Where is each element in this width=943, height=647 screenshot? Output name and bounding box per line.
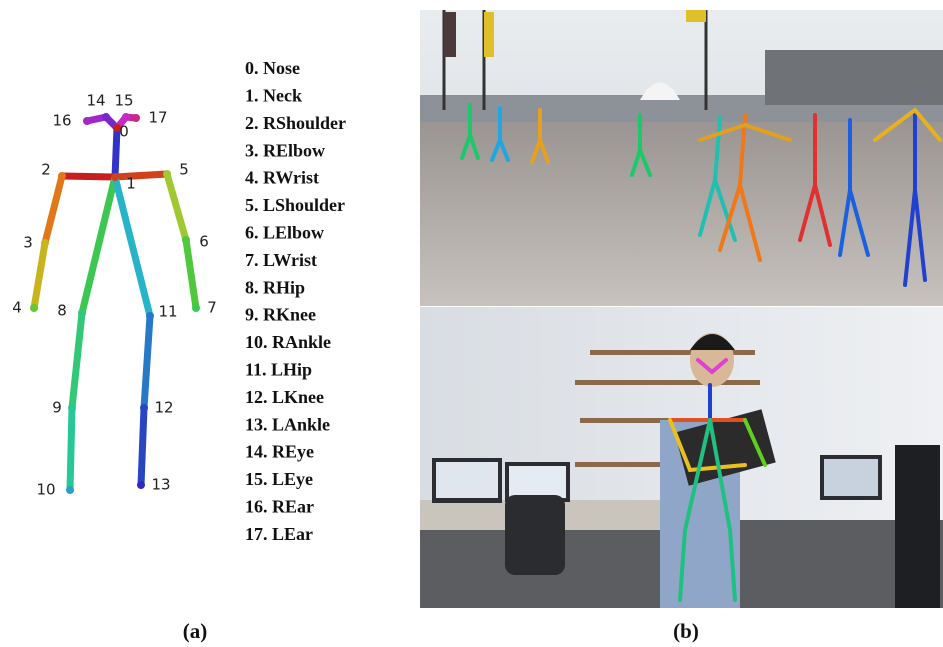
keypoint (111, 173, 119, 181)
keypoint-number: 6 (199, 233, 209, 251)
keypoint (102, 113, 110, 121)
keypoint-number: 11 (158, 303, 177, 321)
keypoint-number: 8 (57, 302, 67, 320)
keypoint-name: 6. LElbow (245, 223, 324, 243)
keypoint-name: 0. Nose (245, 58, 300, 78)
keypoint-number: 15 (114, 92, 133, 110)
limb (115, 128, 117, 177)
keypoint (66, 486, 74, 494)
caption: (b) (673, 619, 699, 643)
keypoint-number: 1 (126, 175, 136, 193)
keypoint-number: 9 (52, 399, 62, 417)
keypoint-number: 14 (86, 92, 105, 110)
limb (72, 313, 82, 408)
keypoint-number: 2 (41, 161, 51, 179)
keypoint-list: 0. Nose 1. Neck 2. RShoulder 3. RElbow 4. RW… (245, 58, 346, 544)
keypoint-name: 2. RShoulder (245, 113, 346, 133)
keypoint (68, 404, 76, 412)
limb (115, 177, 150, 316)
keypoint-name: 16. REar (245, 497, 314, 517)
keypoint-name: 11. LHip (245, 360, 312, 380)
keypoint-number: 7 (207, 299, 217, 317)
keypoint-number: 17 (148, 109, 167, 127)
keypoint (58, 172, 66, 180)
keypoint-name: 1. Neck (245, 86, 302, 106)
limb (115, 174, 167, 177)
caption: (a) (183, 619, 208, 643)
keypoint-number: 0 (119, 123, 129, 141)
keypoint-name: 13. LAnkle (245, 414, 330, 434)
keypoint (83, 117, 91, 125)
keypoint (146, 312, 154, 320)
keypoint-name: 15. LEye (245, 469, 313, 489)
limb (62, 176, 115, 177)
photo-crowd (420, 10, 943, 306)
keypoint-name: 3. RElbow (245, 140, 325, 160)
keypoint (122, 113, 130, 121)
keypoint-name: 9. RKnee (245, 305, 316, 325)
keypoint (182, 236, 190, 244)
keypoint-name: 12. LKnee (245, 387, 324, 407)
keypoint (192, 304, 200, 312)
keypoint-number: 5 (179, 161, 189, 179)
keypoint-number: 10 (36, 481, 55, 499)
keypoint-name: 4. RWrist (245, 168, 319, 188)
keypoint (140, 404, 148, 412)
keypoint-number: 4 (12, 299, 22, 317)
limb (144, 316, 150, 408)
keypoint-name: 14. REye (245, 442, 314, 462)
limb (70, 408, 72, 490)
keypoint-name: 7. LWrist (245, 250, 317, 270)
keypoint (163, 170, 171, 178)
limb (45, 176, 62, 243)
keypoint (41, 239, 49, 247)
keypoint-name: 17. LEar (245, 524, 313, 544)
photo-office (420, 307, 943, 608)
keypoint (78, 309, 86, 317)
keypoint-number: 3 (23, 234, 33, 252)
keypoint-name: 10. RAnkle (245, 332, 331, 352)
keypoint-name: 5. LShoulder (245, 195, 345, 215)
limb (34, 243, 45, 308)
keypoint-name: 8. RHip (245, 277, 305, 297)
keypoint-number: 13 (151, 476, 170, 494)
limb (186, 240, 196, 308)
limb (141, 408, 144, 485)
keypoint (137, 481, 145, 489)
keypoint (30, 304, 38, 312)
keypoint-number: 16 (52, 112, 71, 130)
keypoint (132, 114, 140, 122)
figure: 01234567891011121314151617 0. Nose1. Nec… (0, 0, 943, 647)
limb (167, 174, 186, 240)
keypoint-number: 12 (154, 399, 173, 417)
limb (82, 177, 115, 313)
